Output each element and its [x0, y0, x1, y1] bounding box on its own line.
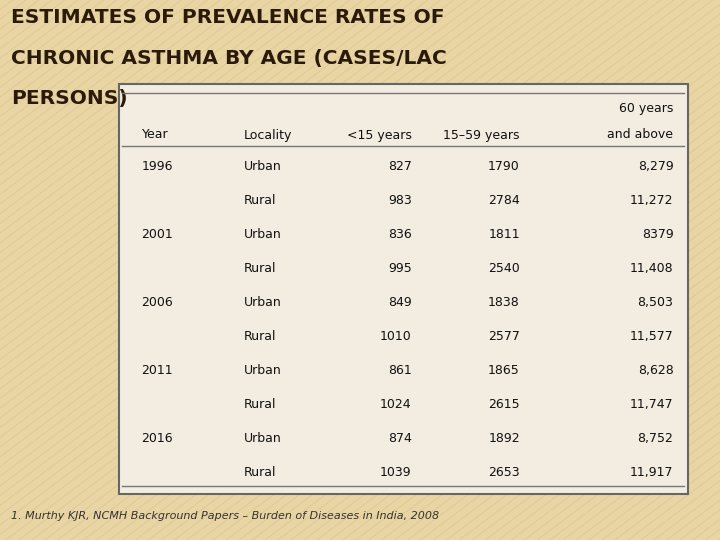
Text: 1838: 1838: [488, 296, 520, 309]
Text: 2615: 2615: [488, 398, 520, 411]
Text: 1790: 1790: [488, 160, 520, 173]
Text: PERSONS): PERSONS): [11, 89, 127, 108]
Text: 2577: 2577: [488, 330, 520, 343]
Text: Rural: Rural: [244, 262, 276, 275]
Text: 8,752: 8,752: [637, 432, 673, 445]
Text: 849: 849: [388, 296, 412, 309]
Text: 836: 836: [388, 228, 412, 241]
Text: 1811: 1811: [488, 228, 520, 241]
Text: 1996: 1996: [142, 160, 173, 173]
Text: Rural: Rural: [244, 398, 276, 411]
Text: 861: 861: [388, 364, 412, 377]
Text: 8,628: 8,628: [638, 364, 673, 377]
Text: 2016: 2016: [142, 432, 174, 445]
Text: 8,279: 8,279: [638, 160, 673, 173]
Text: 1865: 1865: [488, 364, 520, 377]
Text: 11,747: 11,747: [630, 398, 673, 411]
Text: Locality: Locality: [244, 129, 292, 141]
Text: 2784: 2784: [488, 194, 520, 207]
Text: Rural: Rural: [244, 330, 276, 343]
Text: 983: 983: [388, 194, 412, 207]
Text: 11,917: 11,917: [630, 466, 673, 479]
Text: and above: and above: [608, 129, 673, 141]
FancyBboxPatch shape: [119, 84, 688, 494]
Text: CHRONIC ASTHMA BY AGE (CASES/LAC: CHRONIC ASTHMA BY AGE (CASES/LAC: [11, 49, 446, 68]
Text: 11,272: 11,272: [630, 194, 673, 207]
Text: 1039: 1039: [380, 466, 412, 479]
Text: 874: 874: [388, 432, 412, 445]
Text: 995: 995: [388, 262, 412, 275]
Text: Rural: Rural: [244, 194, 276, 207]
Text: 1024: 1024: [380, 398, 412, 411]
Text: 1. Murthy KJR, NCMH Background Papers – Burden of Diseases in India, 2008: 1. Murthy KJR, NCMH Background Papers – …: [11, 511, 439, 521]
Text: ESTIMATES OF PREVALENCE RATES OF: ESTIMATES OF PREVALENCE RATES OF: [11, 8, 444, 27]
Text: 11,577: 11,577: [629, 330, 673, 343]
Text: 8379: 8379: [642, 228, 673, 241]
Text: 1892: 1892: [488, 432, 520, 445]
Text: 2001: 2001: [142, 228, 174, 241]
Text: 11,408: 11,408: [630, 262, 673, 275]
Text: Urban: Urban: [244, 160, 282, 173]
Text: Urban: Urban: [244, 296, 282, 309]
Text: 2653: 2653: [488, 466, 520, 479]
Text: 1010: 1010: [380, 330, 412, 343]
Text: 2540: 2540: [488, 262, 520, 275]
Text: 2011: 2011: [142, 364, 174, 377]
Text: Urban: Urban: [244, 432, 282, 445]
Text: Urban: Urban: [244, 228, 282, 241]
Text: 2006: 2006: [142, 296, 174, 309]
Text: 8,503: 8,503: [637, 296, 673, 309]
Text: 827: 827: [388, 160, 412, 173]
Text: Urban: Urban: [244, 364, 282, 377]
Text: Year: Year: [142, 129, 168, 141]
Text: 15–59 years: 15–59 years: [444, 129, 520, 141]
Text: 60 years: 60 years: [619, 102, 673, 114]
Text: <15 years: <15 years: [347, 129, 412, 141]
Text: Rural: Rural: [244, 466, 276, 479]
